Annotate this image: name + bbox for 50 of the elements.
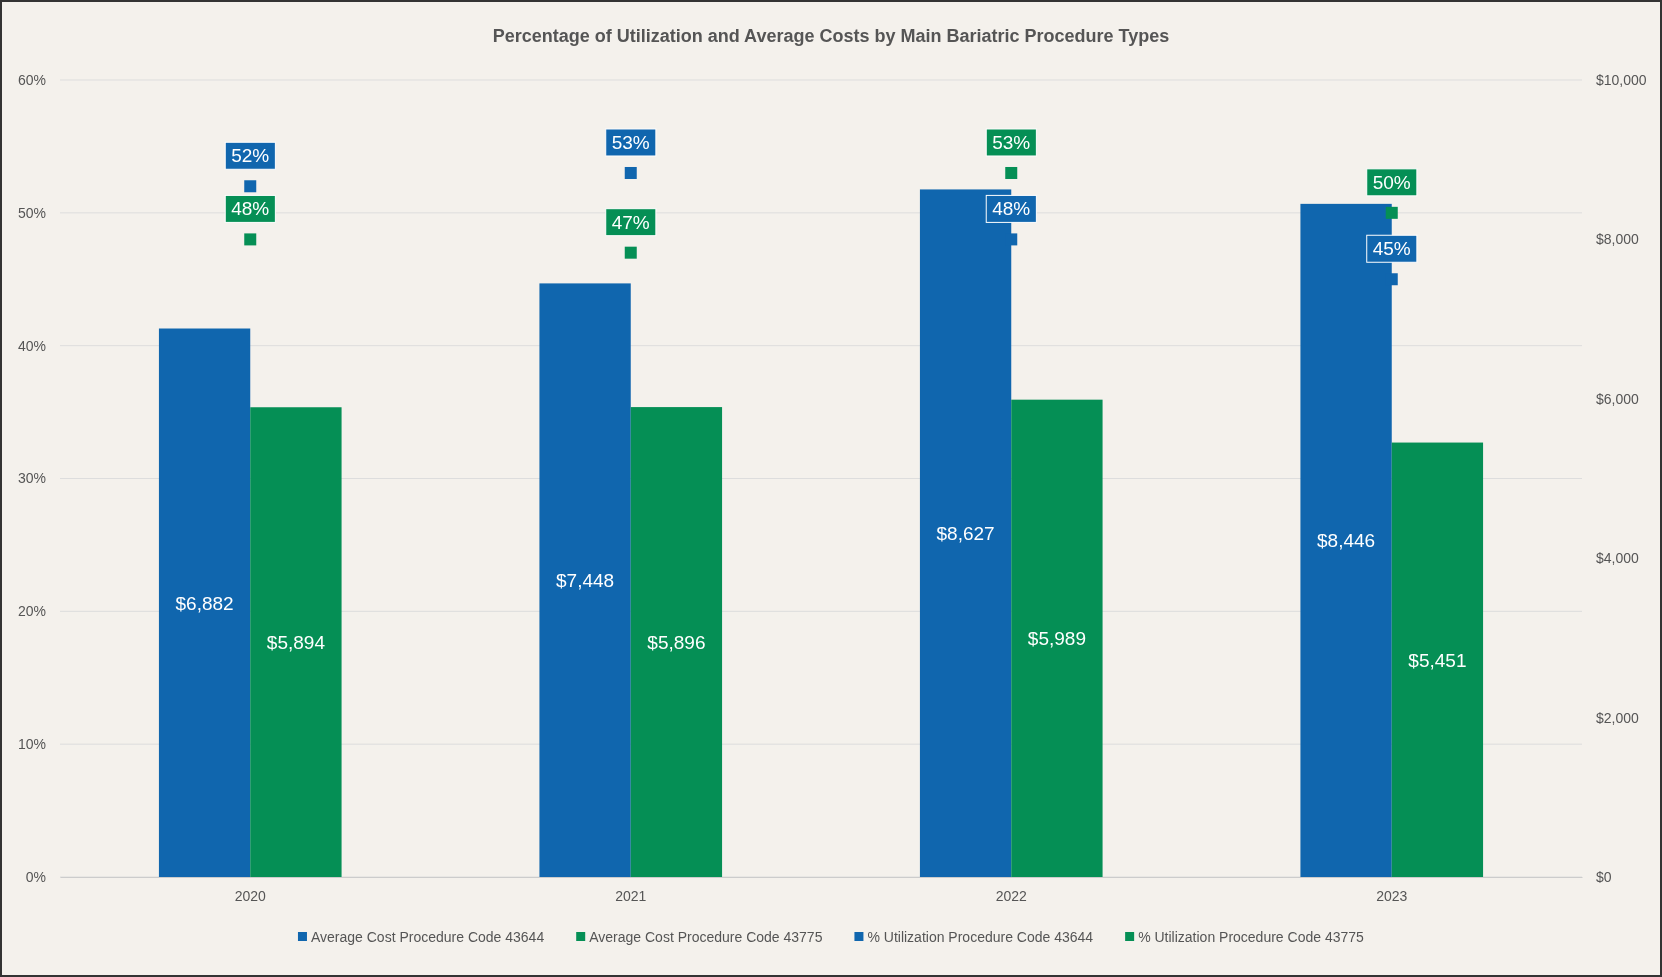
y-tick-label: 10%	[17, 736, 46, 753]
data-label: $7,448	[556, 570, 615, 592]
bar	[1391, 442, 1484, 877]
legend-label: % Utilization Procedure Code 43644	[867, 929, 1094, 945]
y-tick-label: 20%	[17, 603, 46, 620]
y2-tick-label: $4,000	[1596, 550, 1640, 567]
x-tick-label: 2020	[234, 887, 267, 904]
y2-tick-label: $6,000	[1596, 390, 1640, 407]
data-label: 53%	[992, 131, 1031, 153]
y2-tick-label: $8,000	[1596, 231, 1640, 248]
y2-tick-label: $0	[1596, 868, 1612, 885]
x-tick-label: 2021	[615, 887, 647, 904]
x-tick-label: 2022	[995, 887, 1028, 904]
point	[624, 166, 637, 179]
data-label: $5,989	[1027, 628, 1086, 650]
data-label: 53%	[611, 131, 650, 153]
point	[1385, 206, 1398, 219]
point	[244, 233, 257, 246]
y2-tick-label: $10,000	[1596, 71, 1647, 88]
bar	[630, 407, 723, 877]
y-tick-label: 30%	[17, 470, 46, 487]
bar	[539, 283, 631, 877]
y-tick-label: 50%	[17, 204, 46, 221]
bar	[250, 407, 342, 877]
legend-label: Average Cost Procedure Code 43775	[589, 929, 823, 945]
y-tick-label: 0%	[25, 868, 46, 885]
bar	[158, 328, 251, 877]
chart-title: Percentage of Utilization and Average Costs by Main Bariatric Procedure Types	[492, 26, 1170, 46]
y-tick-label: 40%	[17, 337, 46, 354]
data-label: 48%	[992, 198, 1031, 220]
data-label: $8,446	[1317, 530, 1376, 552]
point	[244, 180, 257, 193]
data-label: 45%	[1372, 238, 1411, 260]
data-label: 50%	[1372, 171, 1411, 193]
y-tick-label: 60%	[17, 71, 46, 88]
data-label: 52%	[231, 145, 270, 167]
y2-tick-label: $2,000	[1596, 709, 1640, 726]
point	[624, 246, 637, 259]
legend-label: % Utilization Procedure Code 43775	[1138, 929, 1365, 945]
data-label: $6,882	[175, 592, 234, 614]
point	[1005, 166, 1018, 179]
data-label: $5,896	[647, 632, 706, 654]
data-label: $8,627	[936, 523, 995, 545]
bar	[1011, 399, 1103, 877]
x-tick-label: 2023	[1376, 887, 1408, 904]
data-label: 47%	[611, 211, 650, 233]
data-label: 48%	[231, 198, 270, 220]
legend-label: Average Cost Procedure Code 43644	[310, 929, 545, 945]
data-label: $5,451	[1408, 649, 1467, 671]
data-label: $5,894	[266, 632, 326, 654]
